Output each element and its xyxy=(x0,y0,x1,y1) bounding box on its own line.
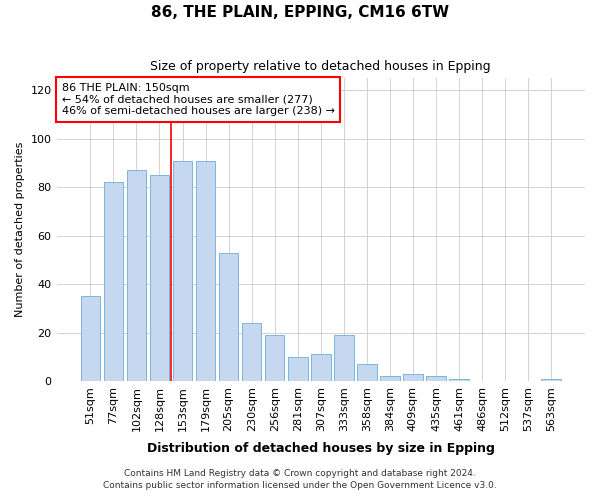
Bar xyxy=(403,374,423,381)
Bar xyxy=(173,160,193,381)
Bar xyxy=(380,376,400,381)
Bar xyxy=(541,378,561,381)
Y-axis label: Number of detached properties: Number of detached properties xyxy=(15,142,25,318)
Text: 86 THE PLAIN: 150sqm
← 54% of detached houses are smaller (277)
46% of semi-deta: 86 THE PLAIN: 150sqm ← 54% of detached h… xyxy=(62,83,335,116)
Bar xyxy=(311,354,331,381)
Text: 86, THE PLAIN, EPPING, CM16 6TW: 86, THE PLAIN, EPPING, CM16 6TW xyxy=(151,5,449,20)
Bar xyxy=(104,182,123,381)
Bar xyxy=(426,376,446,381)
Bar xyxy=(449,378,469,381)
Bar xyxy=(219,252,238,381)
Bar xyxy=(265,335,284,381)
Bar xyxy=(288,357,308,381)
Text: Contains HM Land Registry data © Crown copyright and database right 2024.
Contai: Contains HM Land Registry data © Crown c… xyxy=(103,468,497,490)
Bar xyxy=(357,364,377,381)
X-axis label: Distribution of detached houses by size in Epping: Distribution of detached houses by size … xyxy=(147,442,495,455)
Bar xyxy=(196,160,215,381)
Bar xyxy=(334,335,353,381)
Bar xyxy=(242,323,262,381)
Title: Size of property relative to detached houses in Epping: Size of property relative to detached ho… xyxy=(151,60,491,73)
Bar xyxy=(149,175,169,381)
Bar xyxy=(80,296,100,381)
Bar xyxy=(127,170,146,381)
